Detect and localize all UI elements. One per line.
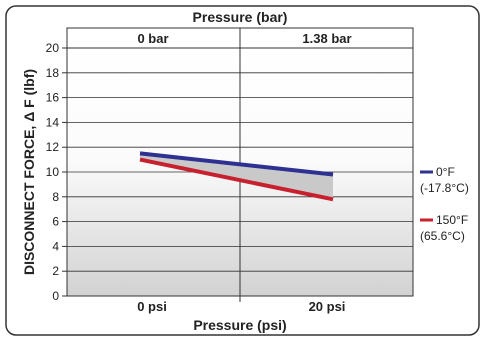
legend-label-150F-celsius: (65.6°C)	[420, 229, 465, 243]
legend-label-150F: 150°F	[436, 213, 468, 227]
y-tick-label-18: 18	[46, 66, 60, 80]
top-axis-title: Pressure (bar)	[193, 9, 288, 25]
series-line-0F	[139, 151, 334, 177]
y-tick-label-2: 2	[52, 264, 59, 278]
y-tick-label-4: 4	[52, 239, 59, 253]
legend: 0°F (-17.8°C) 150°F (65.6°C)	[420, 165, 469, 243]
y-tick-label-6: 6	[52, 215, 59, 229]
y-tick-label-10: 10	[46, 165, 60, 179]
y-tick-label-0: 0	[52, 289, 59, 303]
top-tick-label-1: 1.38 bar	[302, 31, 351, 46]
x-tick-label-0: 0 psi	[137, 299, 167, 314]
legend-label-0F: 0°F	[436, 165, 455, 179]
y-tick-label-12: 12	[46, 140, 60, 154]
y-tick-label-16: 16	[46, 91, 60, 105]
legend-label-0F-celsius: (-17.8°C)	[420, 181, 469, 195]
series-line-150F	[139, 157, 334, 202]
top-tick-label-0: 0 bar	[137, 31, 168, 46]
y-tick-label-8: 8	[52, 190, 59, 204]
x-axis-title: Pressure (psi)	[193, 317, 286, 333]
y-tick-label-14: 14	[46, 115, 60, 129]
y-ticks: 0 2 4 6 8 10 12 14 16 18 20	[46, 41, 67, 303]
y-tick-label-20: 20	[46, 41, 60, 55]
y-axis-title: DISCONNECT FORCE, Δ F (lbf)	[21, 69, 37, 275]
x-tick-label-1: 20 psi	[309, 299, 346, 314]
